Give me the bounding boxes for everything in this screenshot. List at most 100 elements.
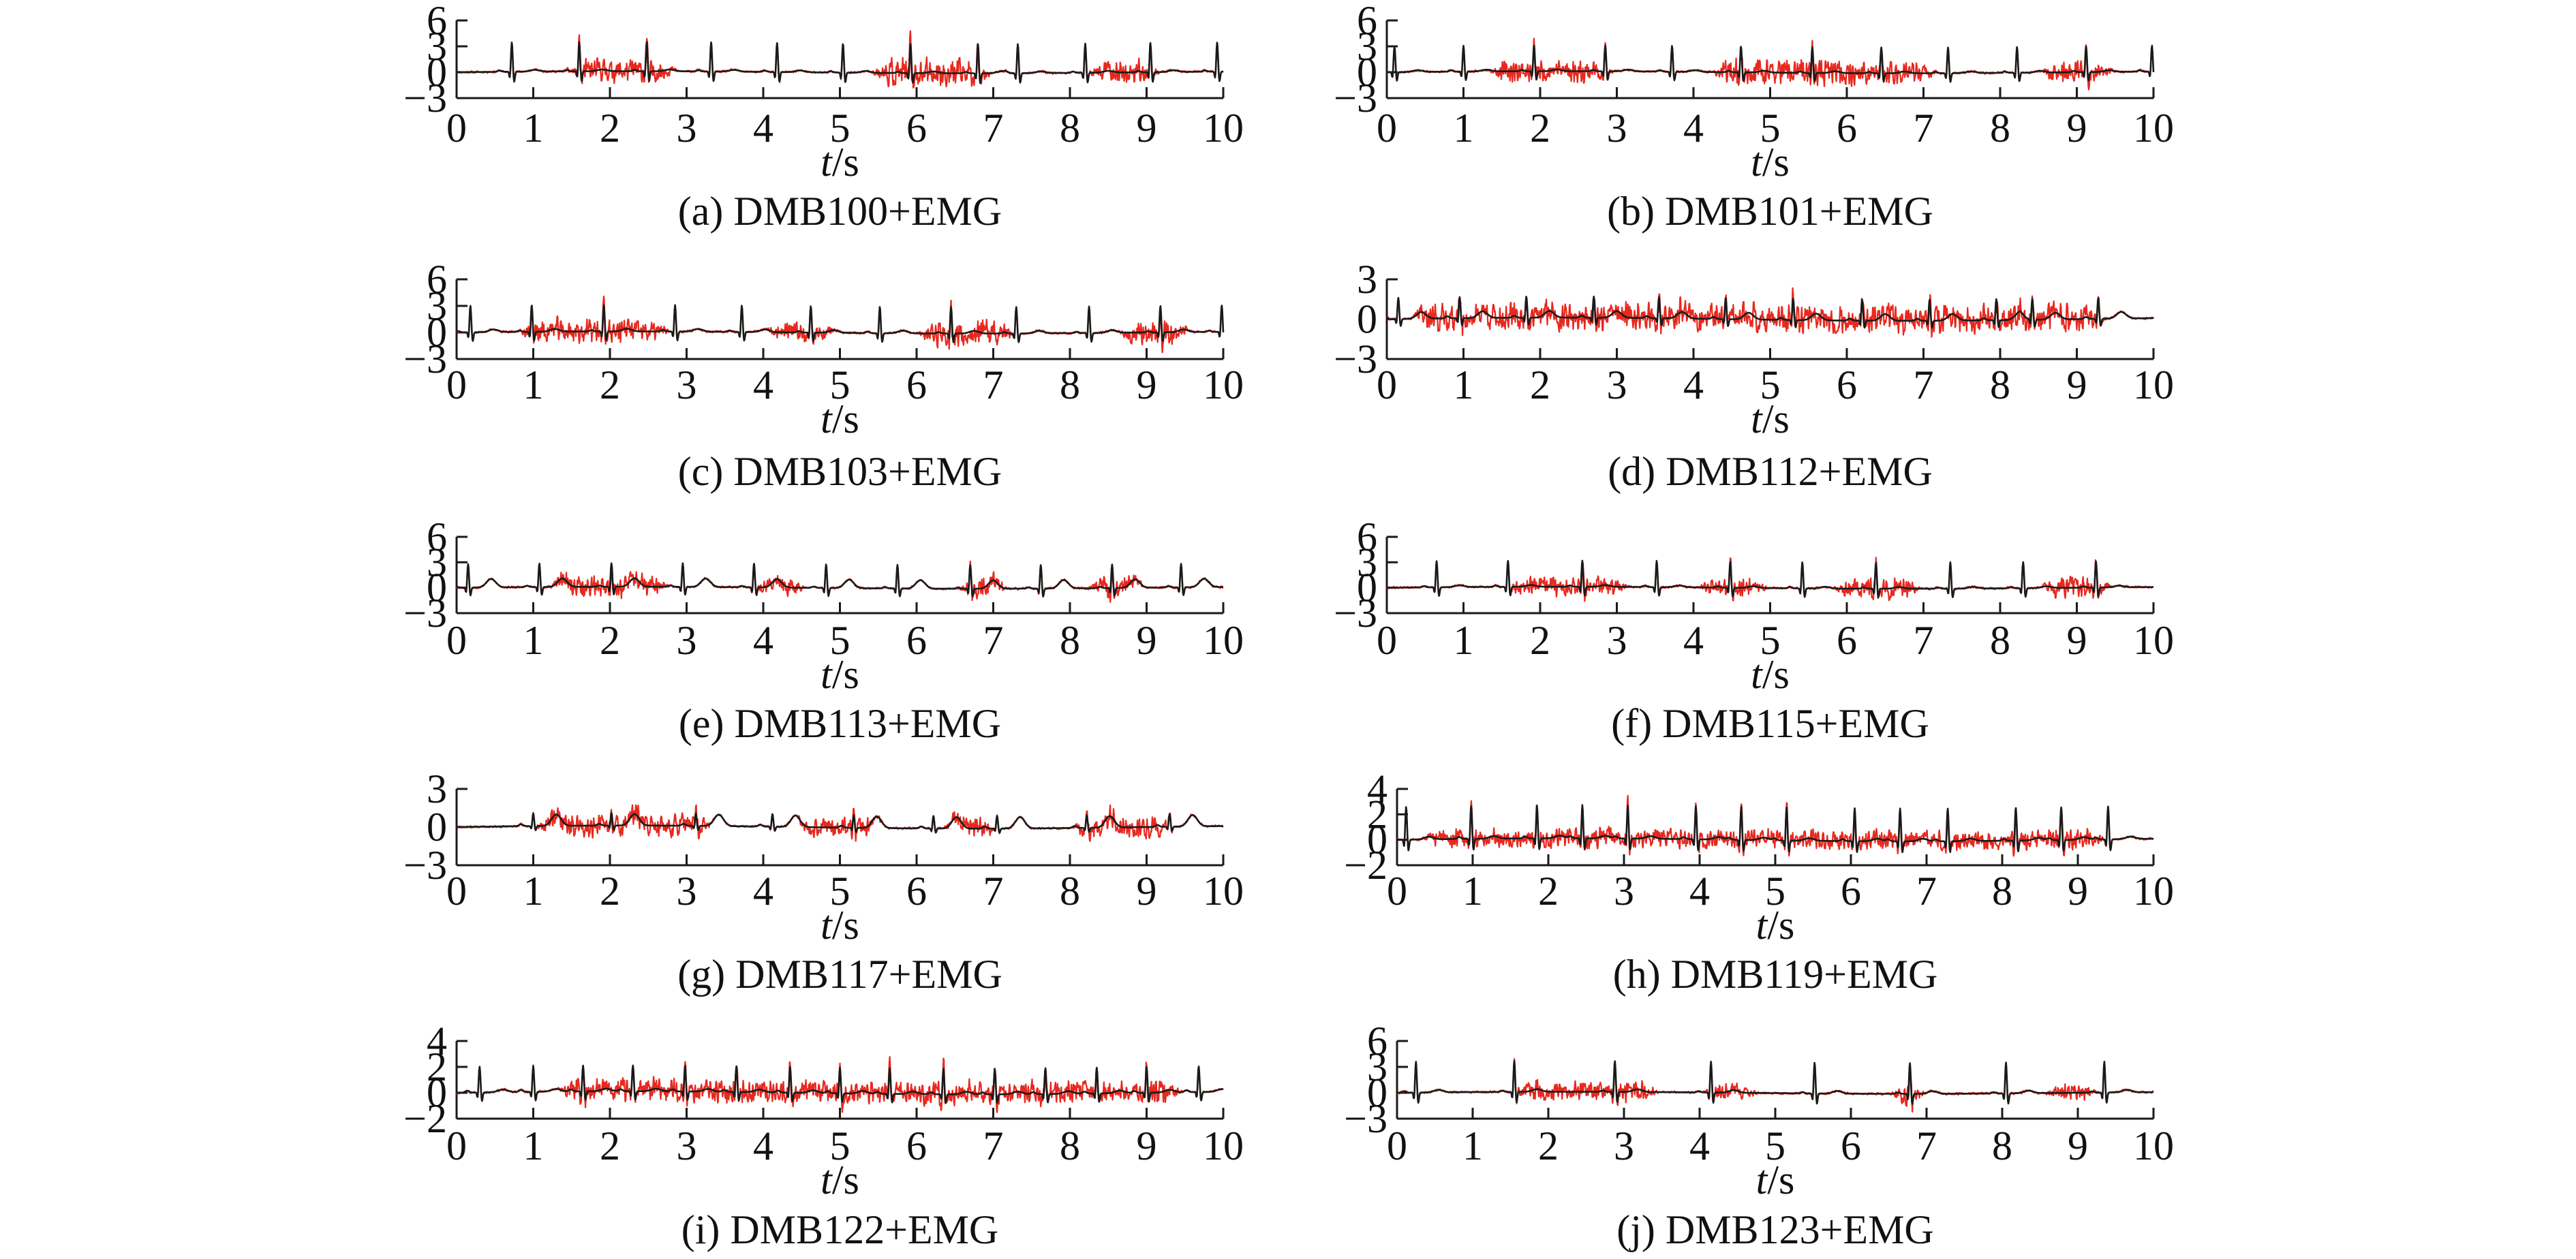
x-tick-label: 5 <box>830 362 850 407</box>
panel-caption: (c) DMB103+EMG <box>678 449 1002 494</box>
x-tick-label: 6 <box>1837 362 1857 407</box>
x-tick-label: 3 <box>677 618 697 663</box>
x-tick-label: 5 <box>1760 362 1781 407</box>
x-tick-label: 5 <box>830 106 850 151</box>
x-tick-label: 0 <box>1387 869 1407 914</box>
clean-ecg-trace <box>1396 804 2154 854</box>
x-tick-label: 5 <box>1760 618 1781 663</box>
y-tick-label: 6 <box>427 514 447 559</box>
x-tick-label: 3 <box>677 1123 697 1168</box>
x-tick-label: 0 <box>1387 1123 1407 1168</box>
x-axis-title: t/s <box>821 140 859 185</box>
y-tick-label: 6 <box>1357 0 1377 43</box>
x-axis-unit: /s <box>832 903 859 948</box>
x-tick-label: 5 <box>830 618 850 663</box>
x-axis-title: t/s <box>821 1157 859 1202</box>
x-tick-label: 3 <box>677 362 697 407</box>
x-tick-label: 0 <box>1377 362 1397 407</box>
x-axis-title: t/s <box>821 397 859 441</box>
x-tick-label: 0 <box>446 362 467 407</box>
x-axis-variable: t <box>1756 1157 1768 1202</box>
y-tick-label: −3 <box>403 591 447 636</box>
panel-caption: (g) DMB117+EMG <box>677 952 1002 997</box>
x-tick-label: 7 <box>1914 106 1934 151</box>
clean-ecg-trace <box>456 41 1224 84</box>
y-tick-label: 6 <box>427 257 447 302</box>
panel-caption: (h) DMB119+EMG <box>1613 952 1938 997</box>
y-tick-label: −3 <box>1334 337 1377 382</box>
panel-c: 630−30 1 2 3 4 5 6 7 8 9 10t/s(c) DMB103+EMG <box>403 257 1244 494</box>
x-tick-label: 7 <box>983 362 1004 407</box>
x-tick-label: 4 <box>753 1123 773 1168</box>
noisy-ecg-trace <box>1396 1058 2154 1113</box>
y-tick-label: 0 <box>427 310 447 355</box>
noisy-ecg-trace <box>1386 557 2154 602</box>
y-tick-label: 0 <box>427 50 447 95</box>
clean-ecg-trace <box>1386 44 2155 83</box>
x-tick-label: 8 <box>1992 869 2012 914</box>
x-axis-unit: /s <box>1762 140 1790 185</box>
x-axis-title: t/s <box>1751 652 1790 697</box>
noisy-ecg-trace <box>456 30 1224 89</box>
x-axis-variable: t <box>821 397 833 441</box>
y-tick-label: 3 <box>427 283 447 328</box>
x-tick-label: 2 <box>1538 869 1559 914</box>
x-tick-label: 7 <box>1916 1123 1937 1168</box>
x-tick-label: 0 <box>446 618 467 663</box>
x-axis-title: t/s <box>821 903 859 948</box>
clean-ecg-trace <box>1386 296 2154 329</box>
x-tick-label: 10 <box>1203 106 1244 151</box>
panel-f: 630−30 1 2 3 4 5 6 7 8 9 10t/s(f) DMB115+EMG <box>1334 514 2174 746</box>
x-tick-label: 1 <box>1462 1123 1483 1168</box>
x-tick-label: 8 <box>1990 618 2010 663</box>
x-tick-label: 8 <box>1060 869 1080 914</box>
x-tick-label: 7 <box>1914 618 1934 663</box>
x-tick-label: 2 <box>600 618 620 663</box>
x-tick-label: 2 <box>1530 106 1550 151</box>
x-tick-label: 5 <box>830 869 850 914</box>
x-tick-label: 3 <box>1607 618 1627 663</box>
x-tick-label: 6 <box>906 362 927 407</box>
x-tick-label: 6 <box>906 618 927 663</box>
x-tick-label: 7 <box>983 106 1004 151</box>
y-tick-label: 0 <box>1357 565 1377 610</box>
x-tick-label: 9 <box>2067 618 2087 663</box>
noisy-ecg-trace <box>456 1056 1224 1113</box>
x-tick-label: 4 <box>1683 106 1704 151</box>
x-tick-label: 6 <box>1841 1123 1861 1168</box>
x-tick-label: 1 <box>523 869 544 914</box>
y-tick-label: 6 <box>1357 514 1377 559</box>
panel-d: 30−30 1 2 3 4 5 6 7 8 9 10t/s(d) DMB112+EMG <box>1334 257 2174 494</box>
x-tick-label: 7 <box>983 618 1004 663</box>
y-tick-label: 3 <box>1357 24 1377 69</box>
x-axis-variable: t <box>1751 652 1763 697</box>
y-tick-label: −3 <box>403 843 447 888</box>
x-tick-label: 6 <box>906 106 927 151</box>
y-tick-label: −2 <box>403 1096 447 1141</box>
x-axis-title: t/s <box>821 652 859 697</box>
x-tick-label: 1 <box>1454 618 1474 663</box>
clean-ecg-trace <box>1396 1060 2154 1105</box>
x-tick-label: 0 <box>1377 618 1397 663</box>
x-tick-label: 0 <box>446 106 467 151</box>
x-tick-label: 1 <box>1454 362 1474 407</box>
y-tick-label: 6 <box>1367 1019 1387 1063</box>
panel-caption: (f) DMB115+EMG <box>1611 701 1929 746</box>
x-tick-label: 2 <box>600 1123 620 1168</box>
x-tick-label: 8 <box>1060 362 1080 407</box>
panel-caption: (e) DMB113+EMG <box>679 701 1001 746</box>
x-tick-label: 3 <box>1607 362 1627 407</box>
noisy-ecg-trace <box>456 295 1225 354</box>
x-tick-label: 5 <box>830 1123 850 1168</box>
x-tick-label: 6 <box>906 1123 927 1168</box>
y-tick-label: 3 <box>427 766 447 811</box>
x-tick-label: 9 <box>2068 869 2088 914</box>
x-tick-label: 7 <box>983 1123 1004 1168</box>
x-tick-label: 1 <box>523 362 544 407</box>
panel-caption: (i) DMB122+EMG <box>681 1207 999 1252</box>
x-tick-label: 3 <box>677 869 697 914</box>
y-tick-label: −3 <box>1334 76 1377 121</box>
x-tick-label: 6 <box>1841 869 1861 914</box>
x-axis-variable: t <box>1756 903 1768 948</box>
x-tick-label: 10 <box>2133 106 2174 151</box>
